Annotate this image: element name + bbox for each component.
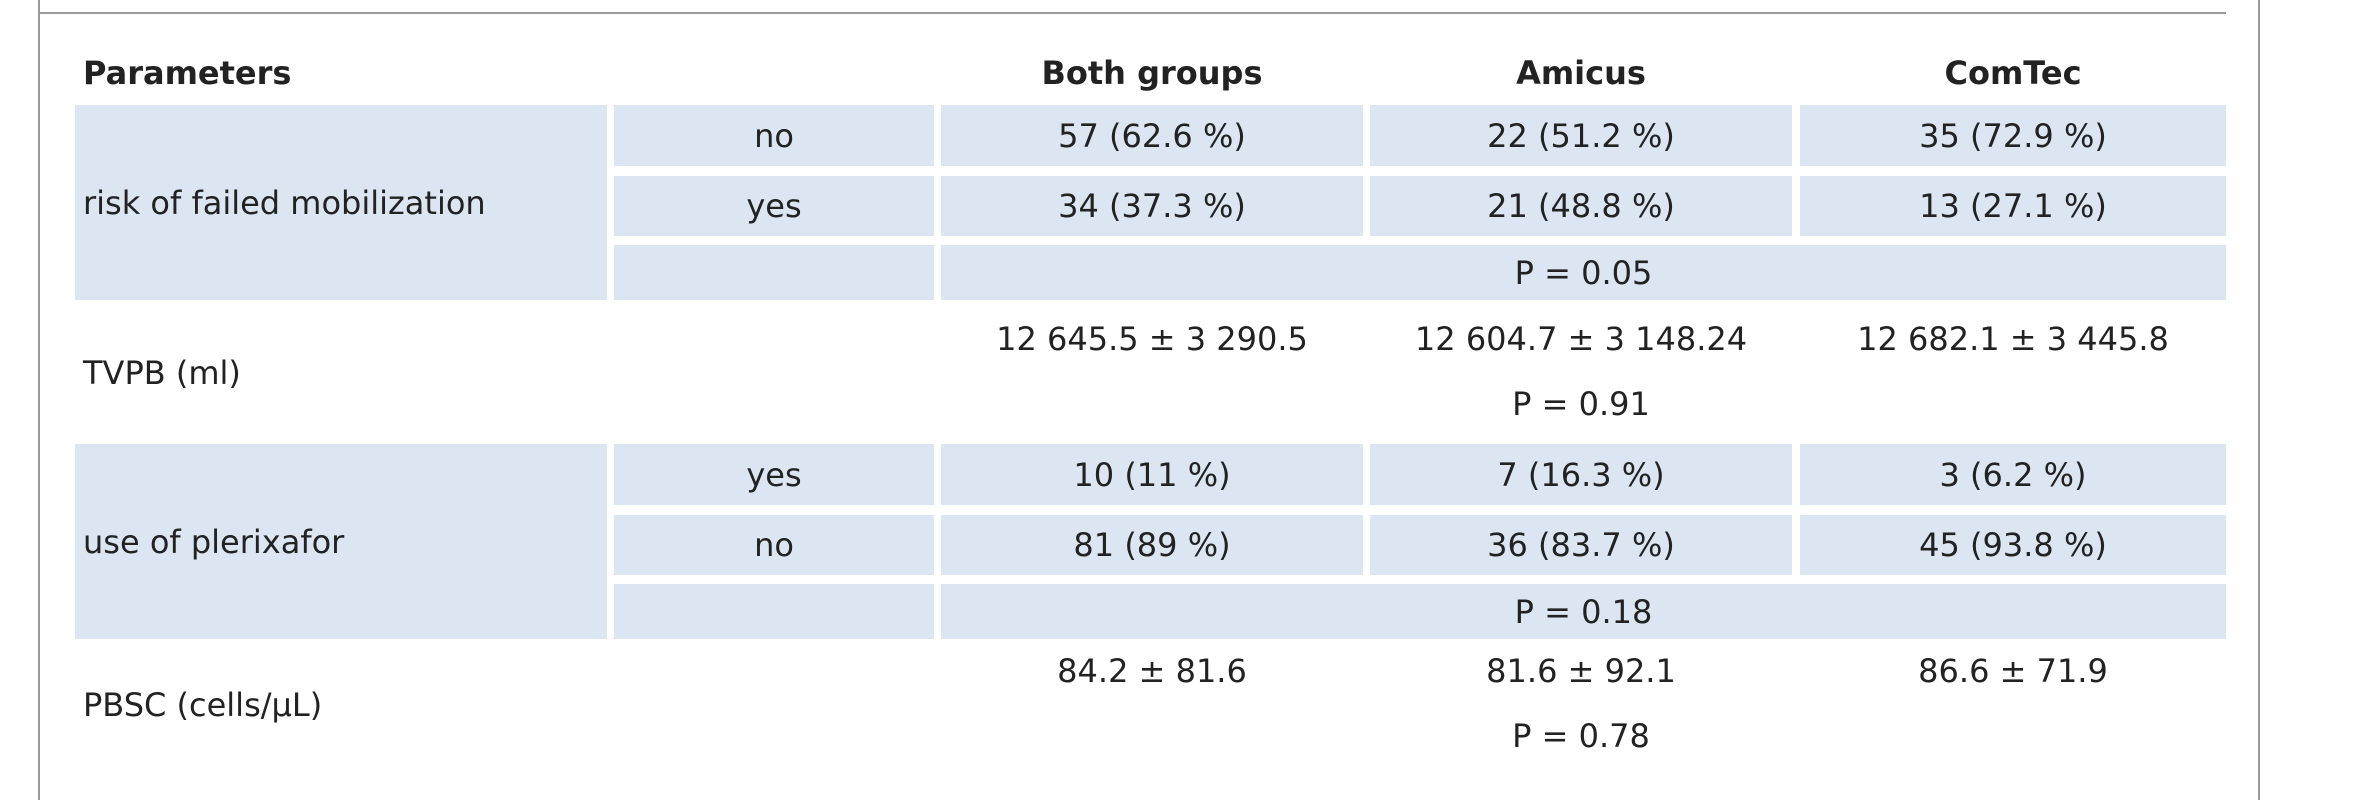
row-label: use of plerixafor [75, 444, 607, 639]
value-cell: 86.6 ± 71.9 [1918, 652, 2108, 690]
header-cell: Parameters [83, 53, 292, 92]
p-value: P = 0.18 [941, 584, 2226, 639]
left-rule [38, 0, 40, 800]
p-value: P = 0.78 [1512, 717, 1650, 755]
empty-cell [614, 584, 934, 639]
right-rule [2258, 0, 2260, 800]
value-cell: 34 (37.3 %) [941, 176, 1363, 236]
top-rule [38, 12, 2226, 14]
row-label: TVPB (ml) [83, 353, 241, 392]
p-value: P = 0.91 [1512, 385, 1650, 423]
value-cell: 12 682.1 ± 3 445.8 [1857, 320, 2169, 358]
value-cell: 57 (62.6 %) [941, 105, 1363, 166]
p-value: P = 0.05 [941, 245, 2226, 300]
empty-cell [614, 245, 934, 300]
header-cell: Amicus [1516, 53, 1646, 92]
value-cell: 81 (89 %) [941, 515, 1363, 575]
value-cell: 45 (93.8 %) [1800, 515, 2226, 575]
header-cell: ComTec [1944, 53, 2082, 92]
value-cell: 12 645.5 ± 3 290.5 [996, 320, 1308, 358]
level-cell: no [614, 105, 934, 166]
value-cell: 36 (83.7 %) [1370, 515, 1792, 575]
level-cell: no [614, 515, 934, 575]
row-label: PBSC (cells/µL) [83, 685, 323, 724]
value-cell: 13 (27.1 %) [1800, 176, 2226, 236]
value-cell: 22 (51.2 %) [1370, 105, 1792, 166]
value-cell: 10 (11 %) [941, 444, 1363, 505]
value-cell: 35 (72.9 %) [1800, 105, 2226, 166]
value-cell: 7 (16.3 %) [1370, 444, 1792, 505]
level-cell: yes [614, 444, 934, 505]
level-cell: yes [614, 176, 934, 236]
header-cell: Both groups [1041, 53, 1263, 92]
row-label: risk of failed mobilization [75, 105, 607, 300]
value-cell: 12 604.7 ± 3 148.24 [1414, 320, 1748, 358]
value-cell: 3 (6.2 %) [1800, 444, 2226, 505]
value-cell: 84.2 ± 81.6 [1057, 652, 1247, 690]
value-cell: 81.6 ± 92.1 [1486, 652, 1676, 690]
value-cell: 21 (48.8 %) [1370, 176, 1792, 236]
